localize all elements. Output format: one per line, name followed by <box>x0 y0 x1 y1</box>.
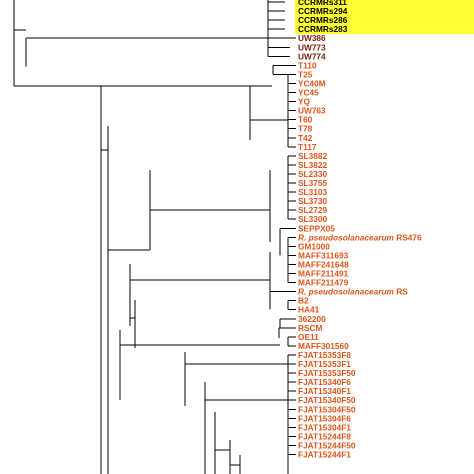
tip-label: FJAT15244F8 <box>298 431 351 441</box>
tip-label: T110 <box>298 60 317 70</box>
tree-branches <box>13 0 296 474</box>
tip-label: HA41 <box>298 305 320 315</box>
tip-label: SL3730 <box>298 196 327 206</box>
tip-label: FJAT15304F1 <box>298 422 351 432</box>
tip-label: YQ <box>298 97 311 107</box>
tip-label: T25 <box>298 69 313 79</box>
tip-label: GM1000 <box>298 241 330 251</box>
tip-labels: CCRMRs311CCRMRs294CCRMRs286CCRMRs283UW38… <box>298 0 422 460</box>
tip-label: CCRMRs294 <box>298 6 348 16</box>
tip-label: FJAT15340F1 <box>298 386 351 396</box>
tip-label: SL2729 <box>298 205 327 215</box>
tip-label: MAFF211491 <box>298 269 349 279</box>
tip-label: MAFF301560 <box>298 341 349 351</box>
tip-label: FJAT15353F8 <box>298 350 351 360</box>
tip-label: CCRMRs286 <box>298 15 348 25</box>
tip-label: FJAT15353F1 <box>298 359 351 369</box>
tip-label: UW773 <box>298 42 326 52</box>
tip-label: FJAT15304F50 <box>298 404 356 414</box>
tip-label: SL3882 <box>298 151 327 161</box>
tip-label: T78 <box>298 124 313 134</box>
tip-label: OE11 <box>298 332 319 342</box>
tip-label: R. pseudosolanacearum RS476 <box>298 232 422 242</box>
tip-label: FJAT15353F50 <box>298 368 356 378</box>
tip-label: YC40M <box>298 78 326 88</box>
tip-label: MAFF311693 <box>298 250 349 260</box>
tip-label: MAFF241648 <box>298 259 349 269</box>
tip-label: SL3300 <box>298 214 327 224</box>
tip-label: T60 <box>298 115 313 125</box>
tip-label: B2 <box>298 296 309 306</box>
tip-label: R. pseudosolanacearum RS <box>298 287 408 297</box>
tip-label: RSCM <box>298 323 323 333</box>
tip-label: FJAT15244F50 <box>298 440 356 450</box>
tip-label: UW763 <box>298 106 326 116</box>
tip-label: FJAT15304F6 <box>298 413 351 423</box>
tip-label: 362200 <box>298 314 326 324</box>
tip-label: FJAT15244F1 <box>298 450 351 460</box>
tip-label: CCRMRs311 <box>298 0 347 7</box>
tip-label: CCRMRs283 <box>298 24 348 34</box>
highlight-box <box>295 0 474 35</box>
tip-label: SEPPX05 <box>298 223 335 233</box>
tip-label: YC45 <box>298 88 319 98</box>
tip-label: UW386 <box>298 33 326 43</box>
tip-label: FJAT15340F6 <box>298 377 351 387</box>
tip-label: SL2330 <box>298 169 327 179</box>
tip-label: SL3822 <box>298 160 327 170</box>
highlight-layer <box>295 0 474 35</box>
tip-label: SL3103 <box>298 187 327 197</box>
tip-label: MAFF211479 <box>298 278 349 288</box>
tip-label: SL3755 <box>298 178 327 188</box>
tip-label: T117 <box>298 142 317 152</box>
tip-label: FJAT15340F50 <box>298 395 356 405</box>
tip-label: UW774 <box>298 51 326 61</box>
tip-label: T42 <box>298 133 313 143</box>
